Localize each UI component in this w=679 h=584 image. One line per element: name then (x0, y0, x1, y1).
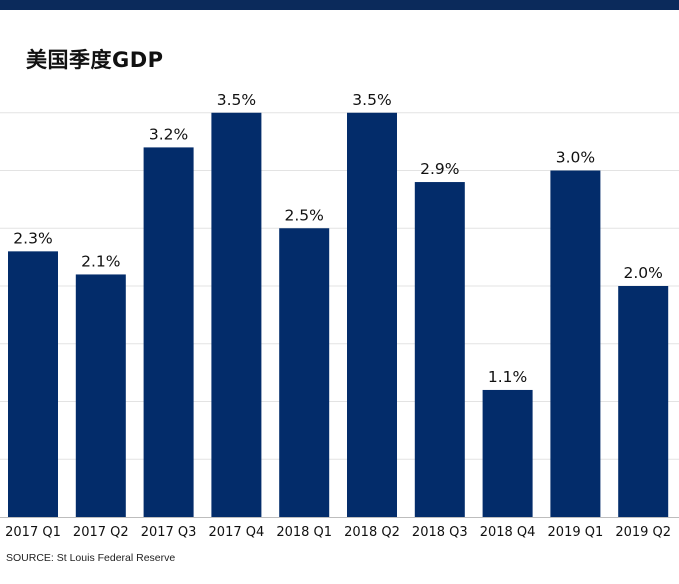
bar-2017-q3 (143, 147, 194, 517)
x-axis-tick-labels: 2017 Q1 2017 Q2 2017 Q3 2017 Q4 2018 Q1 2018 … (5, 525, 671, 540)
x-tick-label: 2018 Q2 (344, 525, 400, 540)
x-tick-label: 2017 Q1 (5, 525, 61, 540)
x-tick-label: 2018 Q1 (276, 525, 332, 540)
data-labels: 2.3% 2.1% 3.2% 3.5% 2.5% 3.5% 2.9% 1.1% 3.0% 2.0% (13, 91, 663, 386)
data-label: 2.1% (81, 252, 120, 270)
bar-2018-q4 (482, 389, 533, 517)
x-tick-label: 2018 Q3 (412, 525, 468, 540)
x-tick-label: 2019 Q2 (615, 525, 671, 540)
data-label: 3.5% (352, 91, 391, 109)
chart-title: 美国季度GDP (26, 48, 164, 72)
bar-2017-q1 (8, 251, 58, 517)
x-tick-label: 2017 Q4 (209, 525, 265, 540)
bar-2018-q3 (414, 182, 465, 518)
data-label: 3.2% (149, 125, 188, 143)
data-label: 1.1% (488, 368, 527, 386)
x-tick-label: 2017 Q2 (73, 525, 129, 540)
x-tick-label: 2019 Q1 (548, 525, 604, 540)
data-label: 3.5% (217, 91, 256, 109)
top-accent-bar (0, 0, 679, 10)
data-label: 2.9% (420, 160, 459, 178)
data-label: 3.0% (556, 149, 595, 167)
data-label: 2.5% (285, 206, 324, 224)
bar-2018-q1 (279, 228, 330, 517)
bar-2017-q4 (211, 112, 262, 517)
x-tick-label: 2017 Q3 (141, 525, 197, 540)
bar-2019-q1 (550, 170, 601, 517)
x-tick-label: 2018 Q4 (480, 525, 536, 540)
data-label: 2.0% (624, 264, 663, 282)
source-note: SOURCE: St Louis Federal Reserve (6, 552, 176, 564)
bars (8, 112, 669, 518)
bar-2019-q2 (618, 286, 669, 517)
bar-2018-q2 (347, 112, 397, 517)
data-label: 2.3% (13, 229, 52, 247)
bar-2017-q2 (75, 274, 126, 517)
